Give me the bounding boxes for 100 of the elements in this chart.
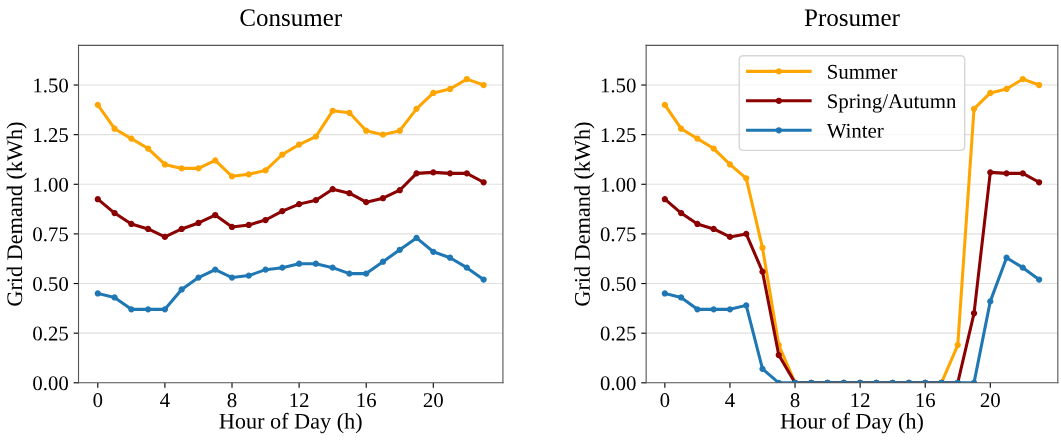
point: [413, 105, 420, 112]
point: [430, 89, 437, 97]
point: [111, 125, 118, 132]
point: [195, 165, 202, 172]
point: [726, 161, 734, 168]
point: [145, 225, 152, 233]
point: [363, 199, 370, 206]
point: [312, 133, 320, 140]
y-tick-label: 0.00: [600, 376, 636, 391]
point: [111, 209, 118, 217]
point: [970, 105, 978, 112]
point: [396, 246, 403, 253]
point: [295, 260, 303, 267]
point: [178, 225, 185, 233]
point: [678, 125, 685, 132]
point: [694, 306, 701, 313]
x-tick-label: 8: [790, 393, 800, 408]
point: [228, 173, 236, 180]
point: [987, 298, 994, 305]
point: [1035, 276, 1043, 283]
point: [726, 306, 734, 313]
point: [710, 145, 717, 152]
point: [1019, 264, 1026, 271]
y-tick-label: 1.50: [34, 78, 68, 93]
x-tick-label: 20: [423, 393, 443, 408]
point: [661, 101, 668, 109]
point: [743, 230, 750, 238]
y-tick-label: 0.25: [33, 326, 68, 341]
point: [212, 157, 219, 164]
x-tick-label: 16: [916, 393, 935, 408]
y-tick-label: 1.25: [34, 128, 68, 143]
y-tick-label: 1.50: [601, 78, 636, 93]
point: [145, 145, 152, 152]
point: [446, 85, 454, 93]
point: [396, 187, 403, 194]
point: [312, 260, 320, 267]
point: [245, 171, 252, 178]
point: [279, 207, 286, 215]
point: [94, 196, 101, 203]
point: [128, 306, 135, 313]
point: [678, 294, 685, 301]
point: [161, 161, 169, 168]
point: [661, 196, 668, 203]
point: [245, 221, 252, 229]
point: [161, 233, 169, 241]
point: [195, 219, 202, 227]
point: [396, 127, 403, 134]
point: [463, 264, 470, 271]
point: [262, 167, 269, 174]
y-axis-title: Grid Demand (kWh): [6, 122, 27, 306]
y-tick-label: 0.50: [600, 276, 636, 292]
point: [759, 244, 766, 251]
legend-label: Spring/Autumn: [828, 94, 957, 113]
point: [228, 274, 236, 281]
point: [661, 290, 668, 297]
point: [987, 169, 994, 176]
point: [1003, 85, 1010, 93]
y-tick-label: 0.75: [600, 227, 636, 242]
point: [178, 286, 185, 293]
point: [262, 266, 269, 273]
point: [346, 190, 353, 197]
point: [195, 274, 202, 281]
point: [346, 109, 353, 116]
chart-title: Prosumer: [804, 9, 900, 27]
y-tick-label: 1.00: [34, 177, 68, 192]
point: [1003, 170, 1010, 177]
point: [1019, 75, 1026, 83]
point: [363, 270, 370, 277]
point: [212, 266, 219, 273]
point: [212, 211, 219, 219]
x-tick-label: 8: [227, 393, 237, 408]
x-axis-title: Hour of Day (h): [780, 412, 923, 434]
point: [1003, 254, 1010, 261]
point: [145, 306, 152, 313]
x-tick-label: 16: [357, 393, 376, 408]
point: [710, 225, 717, 233]
y-tick-label: 0.25: [600, 326, 636, 341]
point: [694, 220, 701, 228]
point: [295, 201, 303, 208]
point: [128, 220, 135, 228]
point: [759, 365, 766, 373]
legend-label: Summer: [828, 64, 898, 79]
point: [970, 310, 978, 317]
point: [1035, 179, 1043, 186]
x-tick-label: 4: [160, 393, 170, 407]
point: [329, 186, 336, 193]
y-tick-label: 1.25: [601, 128, 636, 143]
point: [413, 170, 420, 177]
point: [295, 141, 303, 148]
chart-title: Consumer: [240, 9, 342, 27]
point: [245, 272, 252, 279]
y-tick-label: 1.00: [601, 177, 636, 192]
point: [379, 195, 387, 202]
point: [710, 306, 717, 313]
point: [279, 151, 286, 158]
point: [1019, 170, 1026, 177]
point: [262, 216, 269, 224]
x-tick-label: 0: [93, 393, 103, 408]
y-axis-title: Grid Demand (kWh): [574, 122, 595, 306]
point: [363, 127, 370, 134]
